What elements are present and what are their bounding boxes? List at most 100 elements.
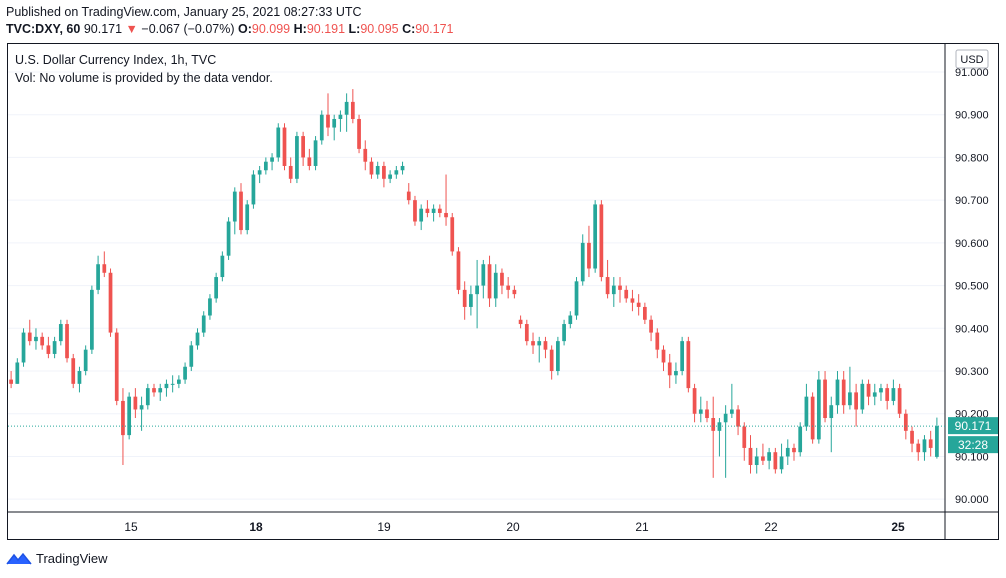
- candle-body: [779, 456, 784, 470]
- candle-body: [580, 242, 585, 282]
- candle: [916, 439, 921, 461]
- candle-body: [27, 332, 32, 342]
- currency-button[interactable]: USD: [955, 49, 989, 69]
- x-tick-label: 25: [891, 520, 905, 534]
- candle-body: [46, 345, 51, 354]
- candle: [406, 183, 411, 205]
- candle-body: [189, 345, 194, 367]
- candle: [481, 259, 486, 299]
- candle: [208, 294, 212, 320]
- candle: [761, 443, 765, 466]
- candle-body: [450, 217, 455, 252]
- high-label: H:: [293, 22, 307, 36]
- candle-body: [543, 341, 548, 350]
- change-value: −0.067 (−0.07%): [141, 22, 235, 36]
- candle-body: [891, 388, 896, 401]
- candle-body: [462, 289, 467, 307]
- candle: [437, 204, 442, 218]
- candle: [276, 123, 281, 162]
- candle-body: [705, 409, 709, 419]
- candle: [816, 371, 821, 444]
- candle-body: [369, 161, 374, 175]
- candle-body: [649, 319, 653, 333]
- candle: [524, 319, 529, 346]
- candle: [698, 396, 703, 423]
- candle: [680, 336, 685, 376]
- candle-body: [916, 443, 921, 453]
- candle: [661, 345, 666, 372]
- candle: [500, 268, 504, 295]
- candle: [556, 336, 560, 376]
- y-tick-label: 90.600: [955, 238, 989, 250]
- candle-body: [854, 392, 858, 410]
- candle-body: [599, 204, 604, 278]
- candle-body: [239, 191, 243, 231]
- candle: [624, 285, 629, 303]
- candle-body: [220, 255, 225, 278]
- candle-body: [276, 127, 281, 158]
- candle: [649, 315, 653, 342]
- candle: [506, 277, 511, 299]
- candle-body: [158, 388, 163, 393]
- candle: [717, 418, 722, 457]
- candle: [301, 131, 305, 166]
- candle: [102, 251, 107, 278]
- published-line: Published on TradingView.com, January 25…: [6, 5, 362, 19]
- candle-body: [841, 379, 846, 406]
- candle-body: [164, 383, 169, 389]
- candle: [177, 375, 181, 389]
- candle: [848, 366, 852, 410]
- candle-body: [65, 324, 69, 359]
- candle-body: [170, 383, 175, 385]
- candle-body: [307, 157, 312, 166]
- candle: [630, 289, 635, 312]
- candle-body: [133, 396, 138, 410]
- chart-frame[interactable]: [7, 43, 999, 540]
- candle-body: [518, 319, 523, 325]
- candle: [810, 392, 815, 444]
- candle-body: [661, 349, 666, 363]
- candle: [686, 336, 691, 393]
- candle-body: [487, 264, 492, 299]
- candle-body: [413, 200, 417, 222]
- candle-body: [90, 289, 94, 350]
- candle-body: [183, 366, 187, 380]
- candle: [773, 447, 778, 474]
- candle: [201, 311, 206, 337]
- candle-body: [605, 277, 610, 295]
- x-tick-label: 15: [124, 520, 138, 534]
- candle-body: [928, 439, 933, 448]
- open-value: 90.099: [251, 22, 291, 36]
- candle-body: [469, 294, 473, 307]
- candle-body: [879, 388, 883, 393]
- candle: [711, 396, 716, 478]
- candle-body: [761, 456, 765, 461]
- candle: [313, 136, 318, 171]
- candle-body: [83, 349, 88, 372]
- candle: [375, 161, 380, 179]
- candle-body: [456, 251, 461, 290]
- candle-body: [15, 362, 20, 384]
- candle-body: [363, 148, 368, 162]
- candle-body: [357, 118, 361, 149]
- legend-volume-note: Vol: No volume is provided by the data v…: [15, 71, 273, 85]
- candle: [829, 396, 834, 453]
- open-label: O:: [238, 22, 252, 36]
- candle-body: [748, 447, 753, 466]
- candle: [518, 315, 523, 329]
- x-tick-label: 20: [506, 520, 520, 534]
- candle-body: [618, 285, 622, 290]
- candle-body: [500, 272, 504, 286]
- candle: [195, 328, 200, 350]
- candle: [34, 328, 38, 350]
- candle: [587, 225, 591, 278]
- candle: [15, 358, 20, 384]
- candle: [369, 157, 374, 179]
- candle: [854, 383, 858, 427]
- candle-body: [903, 413, 908, 431]
- y-tick-label: 90.300: [955, 366, 989, 378]
- candle: [319, 110, 324, 145]
- candle-body: [754, 456, 759, 466]
- candle-body: [742, 426, 747, 448]
